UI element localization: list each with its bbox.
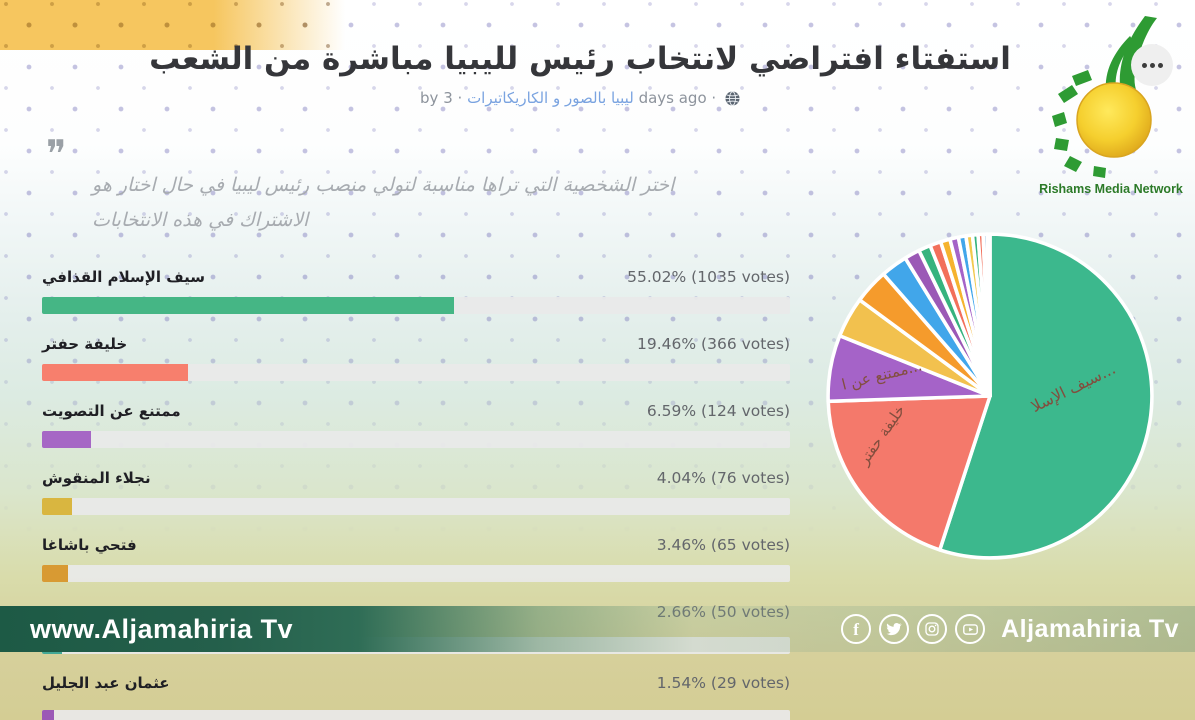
poll-option-row: ممتنع عن التصويت 6.59% (124 votes) [42,402,790,469]
byline-suffix: days ago · [638,88,717,107]
poll-option-row: عثمان عبد الجليل 1.54% (29 votes) [42,674,790,720]
page-link[interactable]: ليبيا بالصور و الكاريكاتيرات [467,88,634,107]
option-label: سيف الإسلام القذافي [42,268,206,286]
twitter-icon [879,614,910,644]
poll-option-row: نجلاء المنقوش 4.04% (76 votes) [42,469,790,536]
banner-social-group: f Aljamahiria Tv [841,614,1179,644]
byline-prefix: by 3 · [420,88,463,107]
brand-name: Aljamahiria Tv [1001,614,1179,643]
poll-option-row: خليفة حفتر 19.46% (366 votes) [42,335,790,402]
byline: by 3 · ليبيا بالصور و الكاريكاتيرات days… [0,89,1160,110]
option-label: عثمان عبد الجليل [42,674,170,692]
vote-bar-track [42,498,790,515]
facebook-icon: f [841,614,872,644]
vote-bar-track [42,431,790,448]
vote-bar-track [42,364,790,381]
option-votes: 4.04% (76 votes) [656,469,790,487]
vote-bar-fill [42,498,73,515]
corner-decoration [0,0,345,50]
poll-option-row: فتحي باشاغا 3.46% (65 votes) [42,536,790,603]
vote-bar-track [42,710,790,720]
option-label: خليفة حفتر [42,335,128,353]
vote-bar-fill [42,431,92,448]
option-label: ممتنع عن التصويت [42,402,181,420]
option-votes: 19.46% (366 votes) [637,335,790,353]
page-title: استفتاء افتراضي لانتخاب رئيس لليبيا مباش… [149,41,1011,77]
website-url: www.Aljamahiria Tv [30,613,294,644]
poll-results-list: سيف الإسلام القذافي 55.02% (1035 votes) … [42,268,790,720]
poll-question: اختر الشخصية التي تراها مناسبة لتولي منص… [92,174,675,232]
poll-option-row: سيف الإسلام القذافي 55.02% (1035 votes) [42,268,790,335]
vote-bar-fill [42,297,454,314]
vote-bar-fill [42,565,68,582]
post-header: استفتاء افتراضي لانتخاب رئيس لليبيا مباش… [0,40,1160,110]
instagram-icon [917,614,948,644]
globe-icon [725,91,740,110]
option-votes: 6.59% (124 votes) [646,402,790,420]
vote-bar-fill [42,710,54,720]
vote-bar-track [42,297,790,314]
youtube-icon [955,614,986,644]
rishams-logo [1042,16,1192,198]
more-options-button[interactable] [1131,44,1173,86]
watermark-banner: www.Aljamahiria Tv f Aljamahiria Tv [0,606,1195,652]
logo-caption: Rishams Media Network [1039,182,1183,196]
pie-chart: ...سيف الإسلا خليفة حفتر ...ممتنع عن ا [820,226,1160,566]
option-votes: 3.46% (65 votes) [656,536,790,554]
option-label: فتحي باشاغا [42,536,137,554]
option-votes: 55.02% (1035 votes) [627,268,790,286]
quote-icon: ❞ [46,132,67,176]
vote-bar-fill [42,364,188,381]
vote-bar-track [42,565,790,582]
option-votes: 1.54% (29 votes) [656,674,790,692]
option-label: نجلاء المنقوش [42,469,151,487]
